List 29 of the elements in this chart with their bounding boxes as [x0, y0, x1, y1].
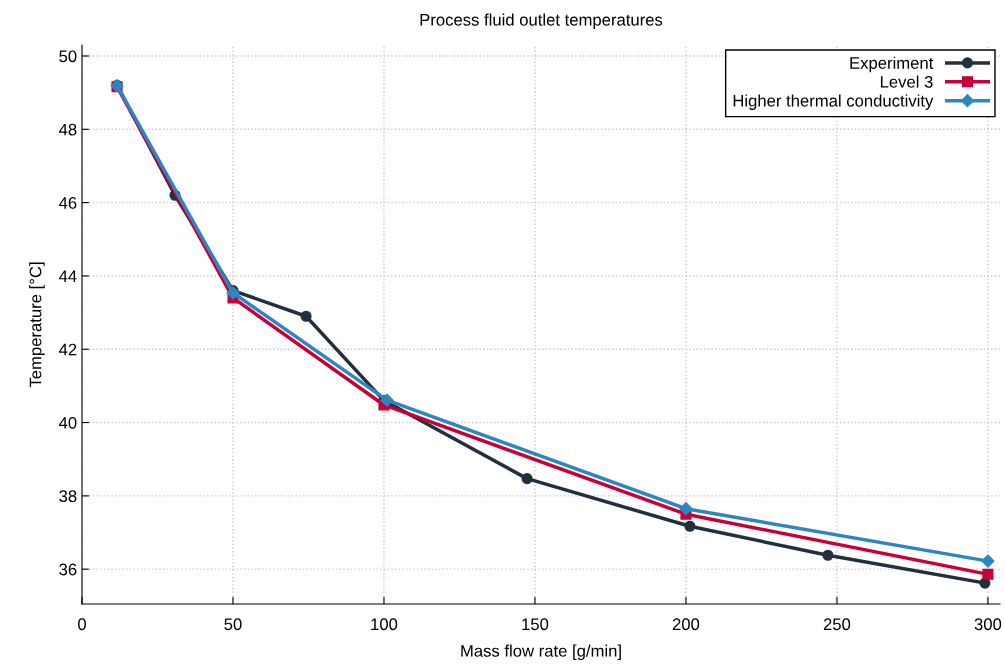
y-tick-label: 38: [59, 490, 77, 503]
point: [380, 393, 394, 407]
point: [822, 549, 834, 561]
legend-label: Higher thermal conductivity: [733, 94, 934, 110]
point: [684, 520, 696, 532]
y-tick-label: 40: [58, 416, 77, 429]
legend-label: Level 3: [880, 75, 933, 88]
x-tick-label: 150: [522, 618, 549, 631]
x-tick-label: 250: [823, 618, 851, 631]
legend-label: Experiment: [850, 56, 934, 73]
y-tick-label: 44: [58, 270, 77, 282]
point: [981, 554, 995, 568]
y-tick-label: 42: [58, 343, 77, 356]
x-tick-label: 300: [974, 618, 1002, 631]
y-tick-label: 36: [59, 563, 77, 576]
x-tick-label: 50: [224, 618, 242, 631]
x-tick-label: 200: [672, 618, 700, 631]
y-tick-label: 50: [59, 50, 77, 63]
point: [300, 310, 312, 322]
y-tick-label: 46: [58, 197, 77, 209]
chart-title: Process fluid outlet temperatures: [420, 13, 663, 30]
point: [679, 502, 693, 516]
point: [982, 568, 994, 580]
x-tick-label: 0: [78, 618, 86, 631]
y-axis-title: Temperature [°C]: [29, 262, 45, 388]
x-tick-label: 100: [371, 618, 398, 631]
point: [521, 473, 533, 485]
y-tick-label: 48: [58, 123, 77, 136]
x-axis-title: Mass flow rate [g/min]: [461, 644, 621, 661]
